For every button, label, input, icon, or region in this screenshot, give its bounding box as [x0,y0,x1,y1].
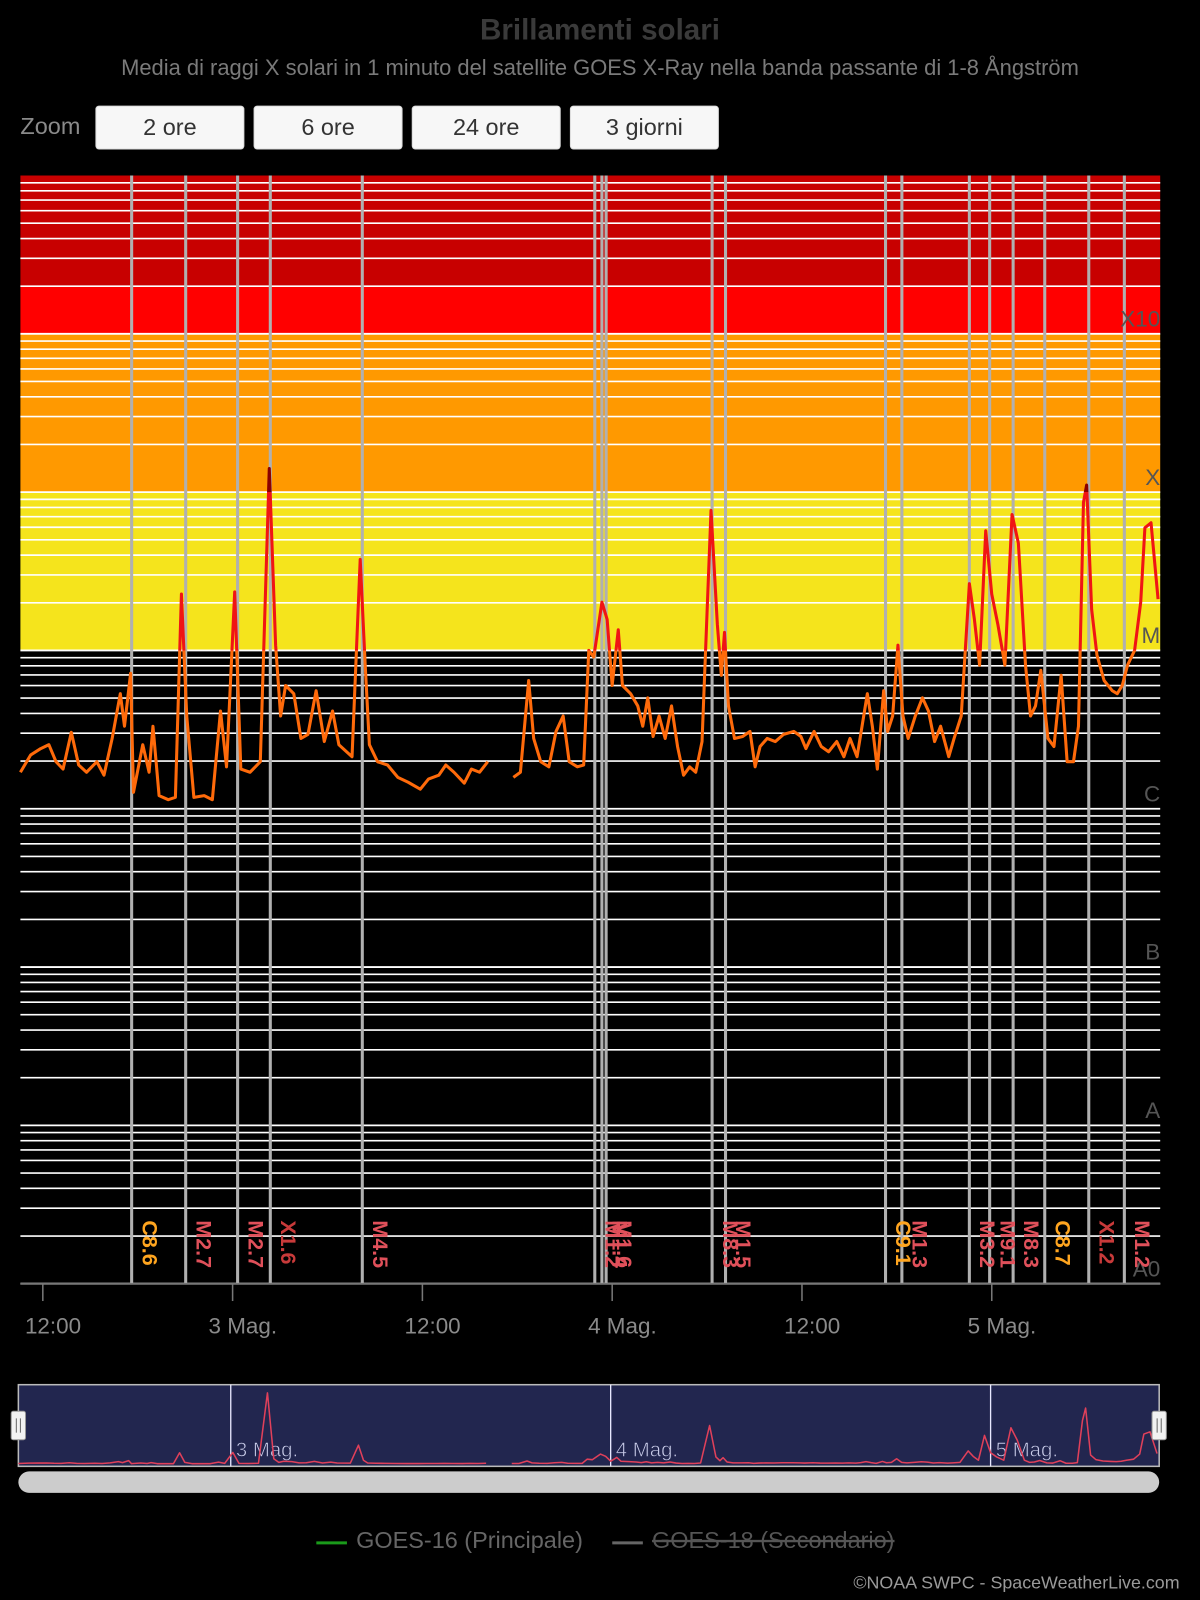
navigator-line [18,1392,1158,1465]
flare-label: M1.6 [612,1220,636,1268]
navigator-handle[interactable] [1151,1410,1167,1441]
zoom-button-label[interactable]: 2 ore [143,114,196,140]
flux-line [19,466,1160,802]
flare-label: M1.3 [908,1220,932,1268]
y-tick-label: B [1145,940,1160,965]
credit: ©NOAA SWPC - SpaceWeatherLive.com [853,1572,1179,1592]
controls: 2 ore 6 ore 24 ore 3 giorni GOES-16 (Princip… [95,105,895,1553]
legend-label[interactable]: GOES-16 (Principale) [356,1527,583,1553]
scrollbar[interactable] [18,1471,1160,1493]
flare-label: M8.3 [1019,1220,1043,1268]
zoom-button-label[interactable]: 3 giorni [606,114,683,140]
y-tick-label: A0 [1133,1256,1160,1281]
flare-label: M2.7 [191,1220,215,1268]
x-tick-label: 12:00 [784,1313,840,1338]
flare-label: M1.5 [731,1220,755,1268]
flare-label: X1.6 [276,1220,300,1264]
flare-label: M9.1 [995,1220,1019,1268]
legend-label[interactable]: GOES-18 (Secondario) [652,1527,894,1553]
flare-label: M2.7 [243,1220,267,1268]
navigator-background [17,1383,1160,1468]
flare-label: C8.6 [137,1220,161,1265]
chart-subtitle: Media di raggi X solari in 1 minuto del … [121,55,1079,80]
x-tick-label: 12:00 [405,1313,461,1338]
flare-label: M1.2 [1130,1220,1154,1268]
flare-label: C8.7 [1050,1220,1074,1265]
navigator-handle[interactable] [10,1410,27,1441]
x-tick-label: 12:00 [25,1313,81,1338]
y-tick-label: X [1145,465,1160,490]
zoom-button[interactable] [569,105,719,150]
navigator: 3 Mag. 4 Mag. 5 Mag. [10,1383,1167,1493]
y-tick-label: X10 [1120,306,1160,331]
zoom-button[interactable] [95,105,245,150]
flare-label: M1.2 [600,1220,624,1268]
x-tick-label: 3 Mag. [209,1313,278,1338]
zoom-button-label[interactable]: 6 ore [301,114,354,140]
x-tick-label: 5 Mag. [968,1313,1037,1338]
flare-label: M4.5 [368,1220,392,1268]
zoom-button[interactable] [411,105,561,150]
y-tick-label: A [1145,1098,1160,1123]
zoom-button-label[interactable]: 24 ore [453,114,520,140]
flare-label: M1.4 [608,1220,632,1268]
navigator-label: 4 Mag. [616,1439,678,1461]
chart-title: Brillamenti solari [480,13,720,46]
flare-label: C9.1 [891,1220,915,1265]
navigator-label: 5 Mag. [996,1439,1058,1461]
y-tick-label: C [1144,781,1160,806]
flare-label: M3.2 [975,1220,999,1268]
zoom-label: Zoom [20,113,80,139]
y-tick-label: M [1142,623,1161,648]
zoom-button[interactable] [253,105,403,150]
navigator-label: 3 Mag. [236,1439,298,1461]
flare-label: X1.2 [1094,1220,1118,1264]
x-tick-label: 4 Mag. [588,1313,657,1338]
flare-label: M8.3 [718,1220,742,1268]
